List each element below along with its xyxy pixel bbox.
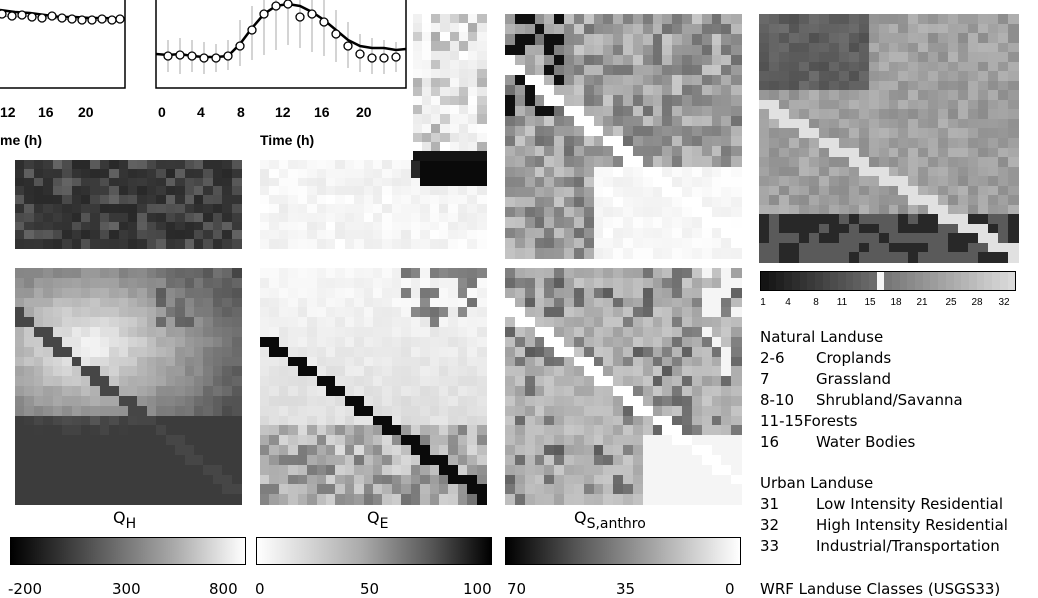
map-qe xyxy=(260,268,487,505)
colorbar-qe xyxy=(256,537,492,565)
x-axis-title-right: Time (h) xyxy=(260,132,315,148)
colorbar-landuse-ticks: 1 4 8 11 15 18 21 25 28 32 xyxy=(760,297,1018,311)
x-tick: 16 xyxy=(38,104,54,120)
landuse-tick: 4 xyxy=(785,297,791,308)
panel-title-qe: QE xyxy=(367,508,389,532)
colorbar-qh xyxy=(10,537,246,565)
legend-urban-heading: Urban Landuse xyxy=(760,474,874,492)
legend-item: 7 Grassland xyxy=(760,370,891,388)
map-qe-top xyxy=(260,160,487,249)
landuse-tick: 18 xyxy=(890,297,902,308)
x-tick: 8 xyxy=(237,104,245,120)
x-tick: 20 xyxy=(356,104,372,120)
landuse-legend: Natural Landuse 2-6 Croplands 7 Grassland … xyxy=(760,328,1008,558)
model-line-right xyxy=(155,2,407,59)
colorbar-qh-mid: 300 xyxy=(112,580,141,598)
legend-item: 2-6 Croplands xyxy=(760,349,892,367)
landuse-tick: 32 xyxy=(998,297,1010,308)
legend-natural-heading: Natural Landuse xyxy=(760,328,884,346)
colorbar-qe-min: 0 xyxy=(255,580,265,598)
x-tick: 12 xyxy=(0,104,16,120)
landuse-tick: 25 xyxy=(945,297,957,308)
observation-markers-left xyxy=(0,9,125,25)
legend-footer: WRF Landuse Classes (USGS33) xyxy=(760,580,1001,598)
map-qs xyxy=(505,268,742,505)
panel-title-qs: QS,anthro xyxy=(574,508,646,532)
map-qe-strip xyxy=(413,14,487,161)
legend-item: 31 Low Intensity Residential xyxy=(760,495,1003,513)
legend-item: 16 Water Bodies xyxy=(760,433,916,451)
x-tick: 12 xyxy=(275,104,291,120)
colorbar-qh-min: -200 xyxy=(8,580,43,598)
landuse-tick: 11 xyxy=(836,297,848,308)
colorbar-qs xyxy=(505,537,741,565)
map-qs-top xyxy=(505,14,742,259)
landuse-tick: 15 xyxy=(864,297,876,308)
observation-markers-right xyxy=(163,0,401,63)
legend-item: 8-10 Shrubland/Savanna xyxy=(760,391,963,409)
x-tick: 16 xyxy=(314,104,330,120)
legend-item: 33 Industrial/Transportation xyxy=(760,537,1000,555)
landuse-tick: 21 xyxy=(916,297,928,308)
colorbar-qe-max: 100 xyxy=(463,580,492,598)
x-tick: 0 xyxy=(158,104,166,120)
legend-item: 32 High Intensity Residential xyxy=(760,516,1008,534)
colorbar-qs-min: 70 xyxy=(507,580,527,598)
colorbar-qs-mid: 35 xyxy=(616,580,636,598)
map-qh-top xyxy=(15,160,242,249)
map-landuse xyxy=(759,14,1019,263)
error-bars xyxy=(167,0,397,74)
colorbar-landuse xyxy=(760,271,1016,291)
colorbar-qe-mid: 50 xyxy=(360,580,380,598)
landuse-tick: 28 xyxy=(971,297,983,308)
colorbar-qh-max: 800 xyxy=(209,580,238,598)
x-axis-title-left: me (h) xyxy=(0,132,42,148)
landuse-tick: 8 xyxy=(813,297,819,308)
line-plot-left xyxy=(0,0,126,89)
x-tick: 4 xyxy=(197,104,205,120)
line-plot-right xyxy=(155,0,407,89)
colorbar-qs-max: 0 xyxy=(725,580,735,598)
panel-title-qh: QH xyxy=(113,508,137,532)
map-qh xyxy=(15,268,242,505)
x-tick: 20 xyxy=(78,104,94,120)
landuse-tick: 1 xyxy=(760,297,766,308)
legend-item: 11-15Forests xyxy=(760,412,858,430)
